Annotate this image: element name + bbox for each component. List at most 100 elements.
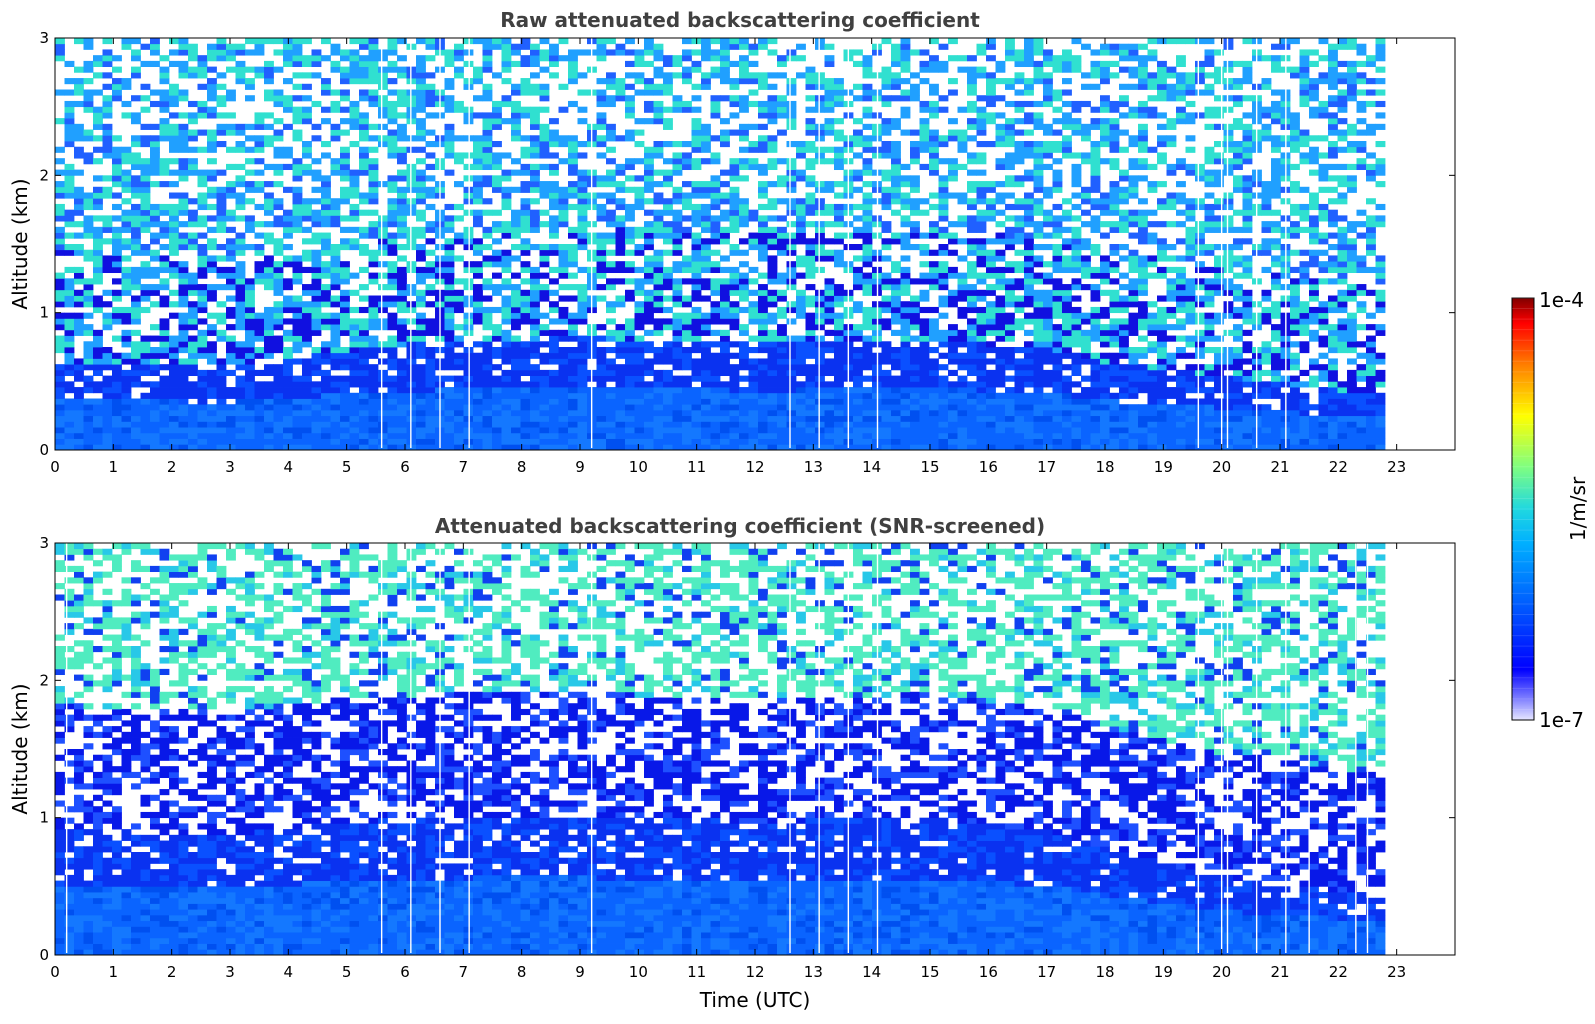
heatmap-cell [929,272,939,279]
heatmap-cell [473,146,483,153]
heatmap-cell [862,409,873,417]
heatmap-cell [178,444,189,451]
heatmap-cell [910,152,920,159]
heatmap-cell [64,244,75,251]
heatmap-cell [150,255,160,262]
heatmap-cell [530,118,540,125]
heatmap-cell [121,215,132,222]
heatmap-cell [1005,421,1015,428]
heatmap-cell [131,141,141,148]
heatmap-cell [891,306,901,314]
heatmap-cell [1005,415,1015,422]
heatmap-cell [169,95,179,102]
heatmap-cell [159,295,170,302]
heatmap-cell [454,341,464,348]
heatmap-cell [549,398,559,405]
heatmap-cell [663,72,673,79]
heatmap-cell [349,415,360,422]
heatmap-cell [131,221,141,228]
heatmap-cell [169,221,179,228]
heatmap-cell [378,438,388,445]
heatmap-cell [416,89,426,96]
heatmap-cell [197,106,208,113]
heatmap-cell [159,266,170,274]
heatmap-cell [150,272,160,279]
heatmap-cell [378,427,388,434]
heatmap-cell [226,387,236,394]
heatmap-cell [150,89,160,96]
heatmap-cell [805,192,816,199]
heatmap-cell [501,369,512,377]
heatmap-cell [672,358,683,365]
heatmap-cell [663,266,673,274]
heatmap-cell [416,409,426,417]
heatmap-cell [283,427,293,434]
heatmap-cell [321,432,331,439]
heatmap-cell [169,289,179,296]
heatmap-cell [786,123,797,130]
heatmap-cell [739,375,749,382]
heatmap-cell [150,238,160,245]
heatmap-cell [359,95,369,102]
heatmap-cell [644,255,654,262]
heatmap-cell [900,266,911,274]
heatmap-cell [682,192,692,199]
heatmap-cell [1005,375,1015,382]
heatmap-cell [112,432,122,439]
heatmap-cell [853,244,863,251]
heatmap-cell [321,358,331,365]
heatmap-cell [140,181,151,188]
heatmap-cell [188,364,198,371]
heatmap-cell [359,432,369,439]
heatmap-cell [986,289,996,296]
heatmap-cell [957,381,968,388]
heatmap-cell [777,232,787,239]
heatmap-cell [606,135,616,142]
heatmap-cell [140,158,151,165]
heatmap-cell [549,358,559,365]
heatmap-cell [682,415,692,422]
heatmap-cell [900,244,911,251]
heatmap-cell [425,347,436,354]
heatmap-cell [948,295,958,302]
heatmap-cell [207,261,217,268]
heatmap-cell [549,163,559,171]
heatmap-cell [273,146,284,153]
heatmap-cell [55,181,65,188]
heatmap-cell [444,146,455,153]
heatmap-cell [948,266,958,274]
heatmap-cell [615,49,626,56]
heatmap-cell [701,141,711,148]
heatmap-cell [577,392,588,399]
heatmap-cell [492,261,502,268]
heatmap-cell [473,432,483,439]
heatmap-cell [511,49,521,56]
heatmap-cell [986,186,996,193]
heatmap-cell [995,95,1006,102]
heatmap-cell [995,209,1006,216]
heatmap-cell [302,324,312,331]
heatmap-cell [121,186,132,193]
heatmap-cell [159,387,170,394]
heatmap-cell [482,364,493,371]
heatmap-cell [577,358,588,365]
heatmap-cell [93,387,103,394]
heatmap-cell [976,295,987,302]
heatmap-cell [748,60,759,68]
heatmap-cell [900,215,911,222]
heatmap-cell [245,324,255,331]
heatmap-cell [264,192,274,199]
heatmap-cell [663,398,673,405]
heatmap-cell [444,312,455,319]
heatmap-cell [520,203,531,211]
heatmap-cell [606,175,616,182]
heatmap-cell [359,112,369,119]
heatmap-cell [340,118,350,125]
heatmap-cell [159,409,170,417]
heatmap-cell [492,158,502,165]
heatmap-cell [463,347,474,354]
heatmap-cell [359,43,369,50]
heatmap-cell [976,43,987,50]
heatmap-cell [805,427,816,434]
heatmap-cell [83,415,94,422]
